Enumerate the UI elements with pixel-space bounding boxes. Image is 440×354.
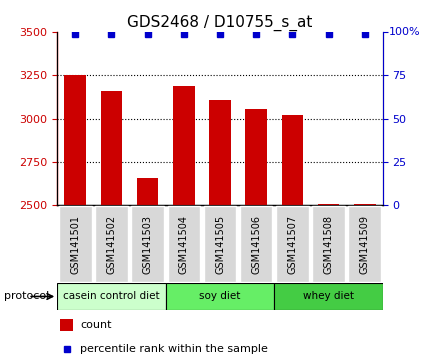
Text: GSM141509: GSM141509: [360, 215, 370, 274]
FancyBboxPatch shape: [312, 206, 345, 282]
Bar: [354, 204, 376, 205]
Text: percentile rank within the sample: percentile rank within the sample: [80, 344, 268, 354]
Bar: [282, 115, 303, 205]
Bar: [246, 109, 267, 205]
Text: GSM141507: GSM141507: [287, 215, 297, 274]
FancyBboxPatch shape: [240, 206, 272, 282]
Text: GSM141506: GSM141506: [251, 215, 261, 274]
FancyBboxPatch shape: [204, 206, 236, 282]
Bar: [57, 283, 166, 310]
Bar: [166, 283, 274, 310]
Text: GSM141508: GSM141508: [323, 215, 334, 274]
FancyBboxPatch shape: [348, 206, 381, 282]
Bar: [60, 319, 73, 331]
Text: casein control diet: casein control diet: [63, 291, 160, 302]
FancyBboxPatch shape: [95, 206, 128, 282]
Bar: [274, 283, 383, 310]
Text: GSM141502: GSM141502: [106, 215, 117, 274]
Text: GSM141505: GSM141505: [215, 215, 225, 274]
Text: count: count: [80, 320, 111, 330]
Text: GSM141504: GSM141504: [179, 215, 189, 274]
Text: GSM141501: GSM141501: [70, 215, 80, 274]
Text: soy diet: soy diet: [199, 291, 241, 302]
Bar: [137, 178, 158, 205]
Bar: [101, 91, 122, 205]
FancyBboxPatch shape: [276, 206, 308, 282]
FancyBboxPatch shape: [168, 206, 200, 282]
Title: GDS2468 / D10755_s_at: GDS2468 / D10755_s_at: [127, 14, 313, 30]
Text: protocol: protocol: [4, 291, 50, 302]
FancyBboxPatch shape: [132, 206, 164, 282]
Bar: [173, 86, 194, 205]
FancyBboxPatch shape: [59, 206, 92, 282]
Text: 100%: 100%: [389, 27, 420, 37]
Bar: [64, 75, 86, 205]
Text: whey diet: whey diet: [303, 291, 354, 302]
Bar: [209, 99, 231, 205]
Text: GSM141503: GSM141503: [143, 215, 153, 274]
